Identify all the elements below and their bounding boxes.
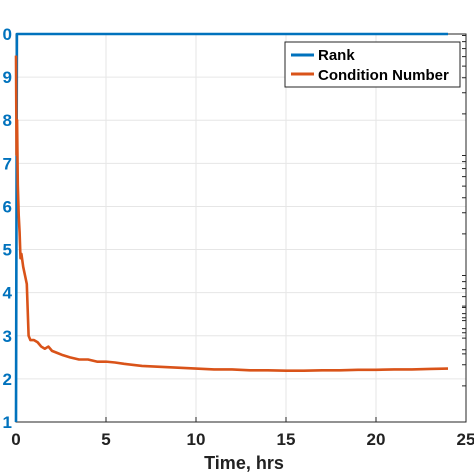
series-layer: [14, 32, 449, 423]
x-tick-label: 15: [277, 430, 296, 449]
x-tick-label: 20: [367, 430, 386, 449]
y-tick-label: 9: [3, 68, 12, 87]
y-tick-label: 6: [3, 197, 12, 216]
plot-area-frame: [15, 33, 467, 423]
y-tick-labels: 1 2 3 4 5 6 7 8 9 0: [3, 25, 13, 432]
y-tick-label: 5: [3, 241, 12, 260]
x-axis-title: Time, hrs: [204, 453, 284, 473]
y-tick-label: 8: [3, 111, 12, 130]
y-tick-label: 3: [3, 327, 12, 346]
legend-box: [284, 41, 461, 88]
x-tick-labels: 0 5 10 15 20 25: [11, 430, 474, 449]
y-tick-label: 0: [3, 25, 12, 44]
y-tick-label: 7: [3, 154, 12, 173]
series-line-condition-number: [14, 55, 449, 373]
y-tick-label: 4: [3, 284, 13, 303]
grid: [16, 34, 466, 422]
right-axis-minor-ticks: [15, 34, 467, 422]
legend-label-condition-number: Condition Number: [318, 67, 449, 84]
legend-label-rank: Rank: [318, 47, 355, 64]
series-line-rank: [14, 32, 448, 423]
x-tick-label: 25: [457, 430, 474, 449]
x-tick-label: 5: [101, 430, 110, 449]
y-tick-label: 1: [3, 413, 12, 432]
legend: Rank Condition Number: [284, 41, 461, 88]
x-tick-label: 10: [187, 430, 206, 449]
y-tick-label: 2: [3, 370, 12, 389]
x-tick-label: 0: [11, 430, 20, 449]
